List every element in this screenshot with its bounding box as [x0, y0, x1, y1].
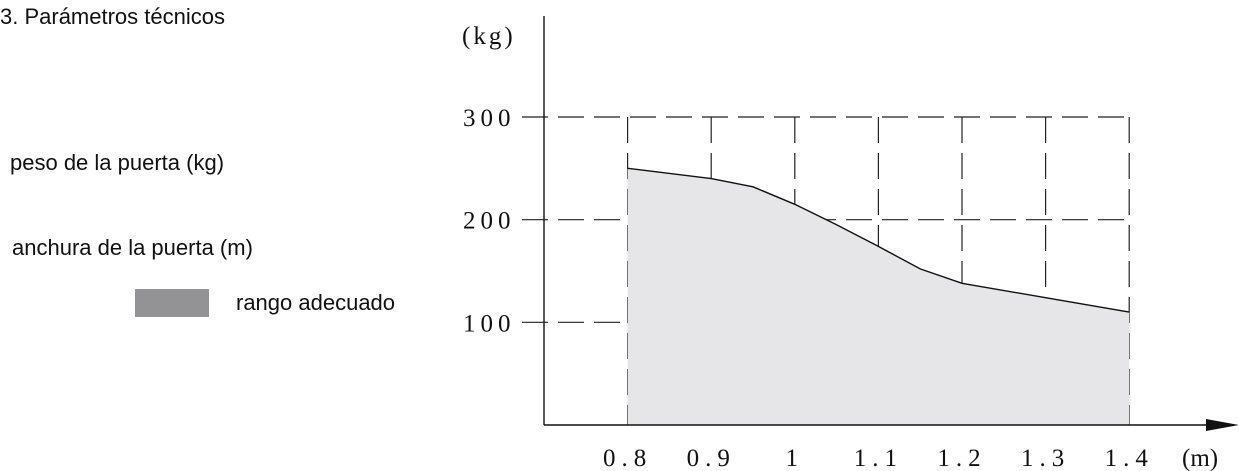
x-tick-label-1.2: 1.2: [937, 445, 986, 471]
x-tick-label-1.1: 1.1: [854, 445, 903, 471]
x-axis-arrow: [1206, 419, 1239, 431]
axes: [543, 16, 1239, 431]
section-title: 3. Parámetros técnicos: [0, 4, 225, 29]
series-line: [627, 167, 1130, 313]
legend-range-label: rango adecuado: [236, 290, 396, 315]
legend-range-swatch: [135, 289, 209, 317]
legend-width-label: anchura de la puerta (m): [12, 235, 253, 260]
x-axis-unit: (m): [1182, 445, 1218, 471]
y-axis-unit: (kg): [462, 23, 516, 50]
x-tick-label-1.4: 1.4: [1105, 445, 1154, 471]
legend-weight-label: peso de la puerta (kg): [10, 150, 225, 175]
x-tick-label-1.3: 1.3: [1021, 445, 1070, 471]
y-tick-label-100: 100: [463, 310, 516, 337]
y-tick-label-200: 200: [463, 208, 516, 235]
range-area: [627, 167, 1130, 426]
y-tick-label-300: 300: [463, 105, 516, 132]
range-area-fill: [627, 168, 1130, 426]
tick-labels: 300 200 100 0.8 0.9 1 1.1 1.2 1.3 1.4 (kg) (m): [462, 23, 1218, 471]
x-tick-label-0.9: 0.9: [687, 445, 736, 471]
x-tick-label-1: 1: [786, 445, 805, 471]
x-tick-label-0.8: 0.8: [603, 445, 652, 471]
